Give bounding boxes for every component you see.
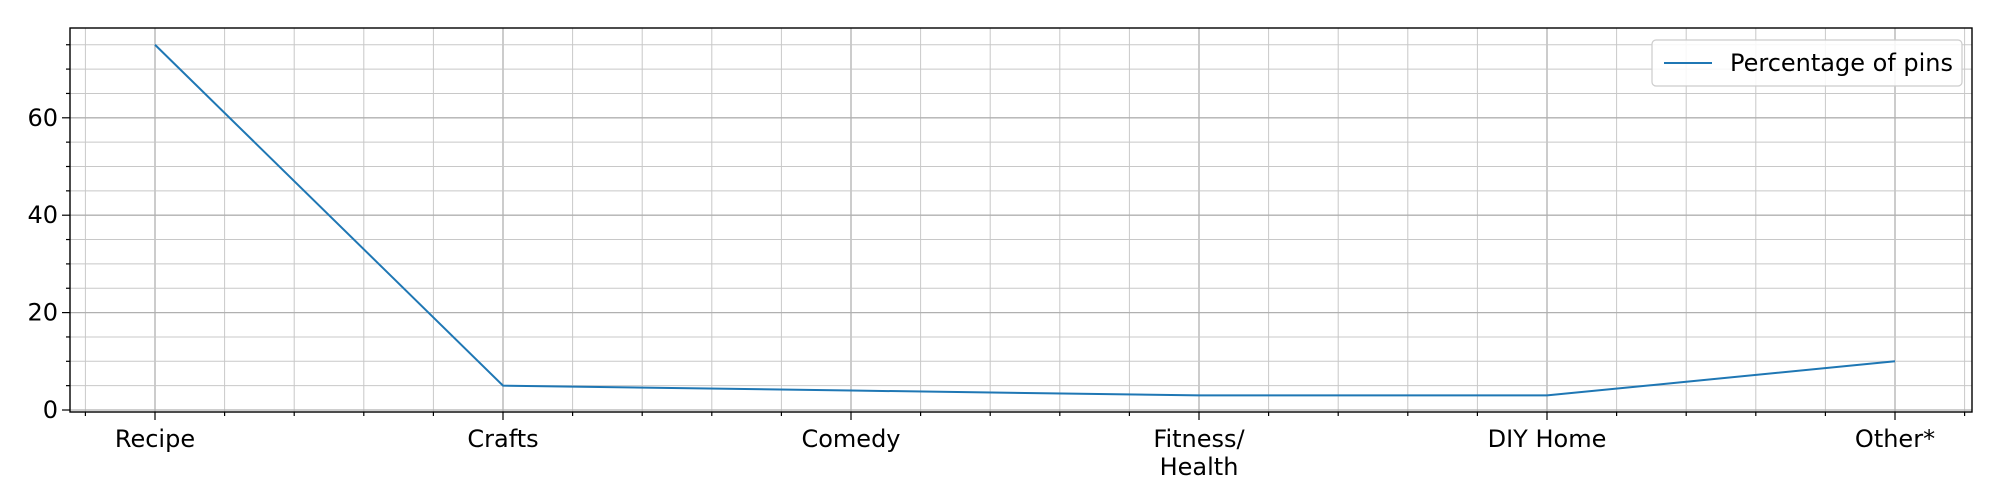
x-tick-label: Fitness/Health: [1153, 425, 1245, 481]
chart-legend: Percentage of pins: [1651, 39, 1963, 87]
x-tick-label: Other*: [1855, 425, 1935, 453]
y-axis-tick-labels: 0 20 40 60: [27, 104, 58, 424]
chart-series: [154, 44, 1896, 397]
legend-label: Percentage of pins: [1730, 49, 1953, 77]
x-tick-label: Crafts: [467, 425, 538, 453]
series-line: [154, 44, 1896, 397]
y-tick-label: 40: [27, 201, 58, 229]
y-tick-label: 0: [43, 396, 58, 424]
plot-area-frame: [69, 27, 1973, 413]
chart-grid: [70, 28, 1972, 412]
legend-box: [1651, 39, 1963, 87]
y-tick-label: 20: [27, 299, 58, 327]
x-tick-label: Comedy: [801, 425, 900, 453]
y-tick-label: 60: [27, 104, 58, 132]
x-tick-label: Recipe: [115, 425, 195, 453]
x-axis-tick-labels: Recipe Crafts Comedy Fitness/Health DIY Home…: [115, 425, 1935, 481]
x-tick-label: DIY Home: [1488, 425, 1607, 453]
